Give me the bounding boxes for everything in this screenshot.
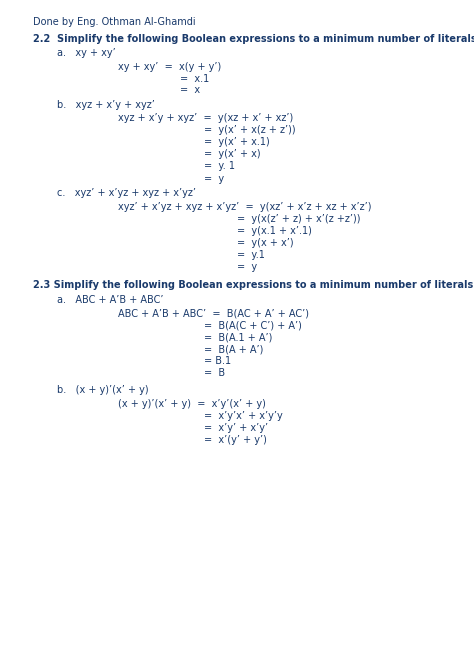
Text: =  B(A.1 + A’): = B(A.1 + A’) bbox=[204, 332, 272, 342]
Text: c.   xyz’ + x’yz + xyz + x’yz’: c. xyz’ + x’yz + xyz + x’yz’ bbox=[57, 188, 196, 198]
Text: =  B: = B bbox=[204, 369, 225, 379]
Text: =  y(x(z’ + z) + x’(z +z’)): = y(x(z’ + z) + x’(z +z’)) bbox=[237, 214, 361, 224]
Text: a.   ABC + A’B + ABC’: a. ABC + A’B + ABC’ bbox=[57, 295, 164, 305]
Text: = B.1: = B.1 bbox=[204, 356, 231, 366]
Text: =  B(A(C + C’) + A’): = B(A(C + C’) + A’) bbox=[204, 320, 301, 330]
Text: a.   xy + xy’: a. xy + xy’ bbox=[57, 48, 116, 58]
Text: =  y. 1: = y. 1 bbox=[204, 161, 235, 172]
Text: =  x’y’x’ + x’y’y: = x’y’x’ + x’y’y bbox=[204, 411, 283, 421]
Text: 2.2  Simplify the following Boolean expressions to a minimum number of literals:: 2.2 Simplify the following Boolean expre… bbox=[33, 34, 474, 44]
Text: =  y: = y bbox=[237, 262, 257, 272]
Text: =  y: = y bbox=[204, 174, 224, 184]
Text: Done by Eng. Othman Al-Ghamdi: Done by Eng. Othman Al-Ghamdi bbox=[33, 17, 196, 27]
Text: xyz’ + x’yz + xyz + x’yz’  =  y(xz’ + x’z + xz + x’z’): xyz’ + x’yz + xyz + x’yz’ = y(xz’ + x’z … bbox=[118, 202, 372, 212]
Text: =  y(x’ + x.1): = y(x’ + x.1) bbox=[204, 137, 270, 147]
Text: =  y(x’ + x(z + z’)): = y(x’ + x(z + z’)) bbox=[204, 125, 295, 135]
Text: ABC + A’B + ABC’  =  B(AC + A’ + AC’): ABC + A’B + ABC’ = B(AC + A’ + AC’) bbox=[118, 308, 310, 318]
Text: b.   xyz + x’y + xyz’: b. xyz + x’y + xyz’ bbox=[57, 100, 155, 110]
Text: xy + xy’  =  x(y + y’): xy + xy’ = x(y + y’) bbox=[118, 62, 222, 72]
Text: =  x: = x bbox=[180, 85, 200, 95]
Text: =  y(x + x’): = y(x + x’) bbox=[237, 238, 293, 248]
Text: =  y(x.1 + x’.1): = y(x.1 + x’.1) bbox=[237, 226, 312, 236]
Text: =  y(x’ + x): = y(x’ + x) bbox=[204, 149, 260, 159]
Text: xyz + x’y + xyz’  =  y(xz + x’ + xz’): xyz + x’y + xyz’ = y(xz + x’ + xz’) bbox=[118, 113, 294, 123]
Text: b.   (x + y)’(x’ + y): b. (x + y)’(x’ + y) bbox=[57, 385, 148, 395]
Text: =  B(A + A’): = B(A + A’) bbox=[204, 344, 263, 354]
Text: =  x’(y’ + y’): = x’(y’ + y’) bbox=[204, 435, 267, 445]
Text: =  x’y’ + x’y’: = x’y’ + x’y’ bbox=[204, 423, 268, 433]
Text: =  y.1: = y.1 bbox=[237, 250, 265, 260]
Text: (x + y)’(x’ + y)  =  x’y’(x’ + y): (x + y)’(x’ + y) = x’y’(x’ + y) bbox=[118, 399, 266, 409]
Text: 2.3 Simplify the following Boolean expressions to a minimum number of literals:: 2.3 Simplify the following Boolean expre… bbox=[33, 280, 474, 290]
Text: =  x.1: = x.1 bbox=[180, 74, 210, 84]
